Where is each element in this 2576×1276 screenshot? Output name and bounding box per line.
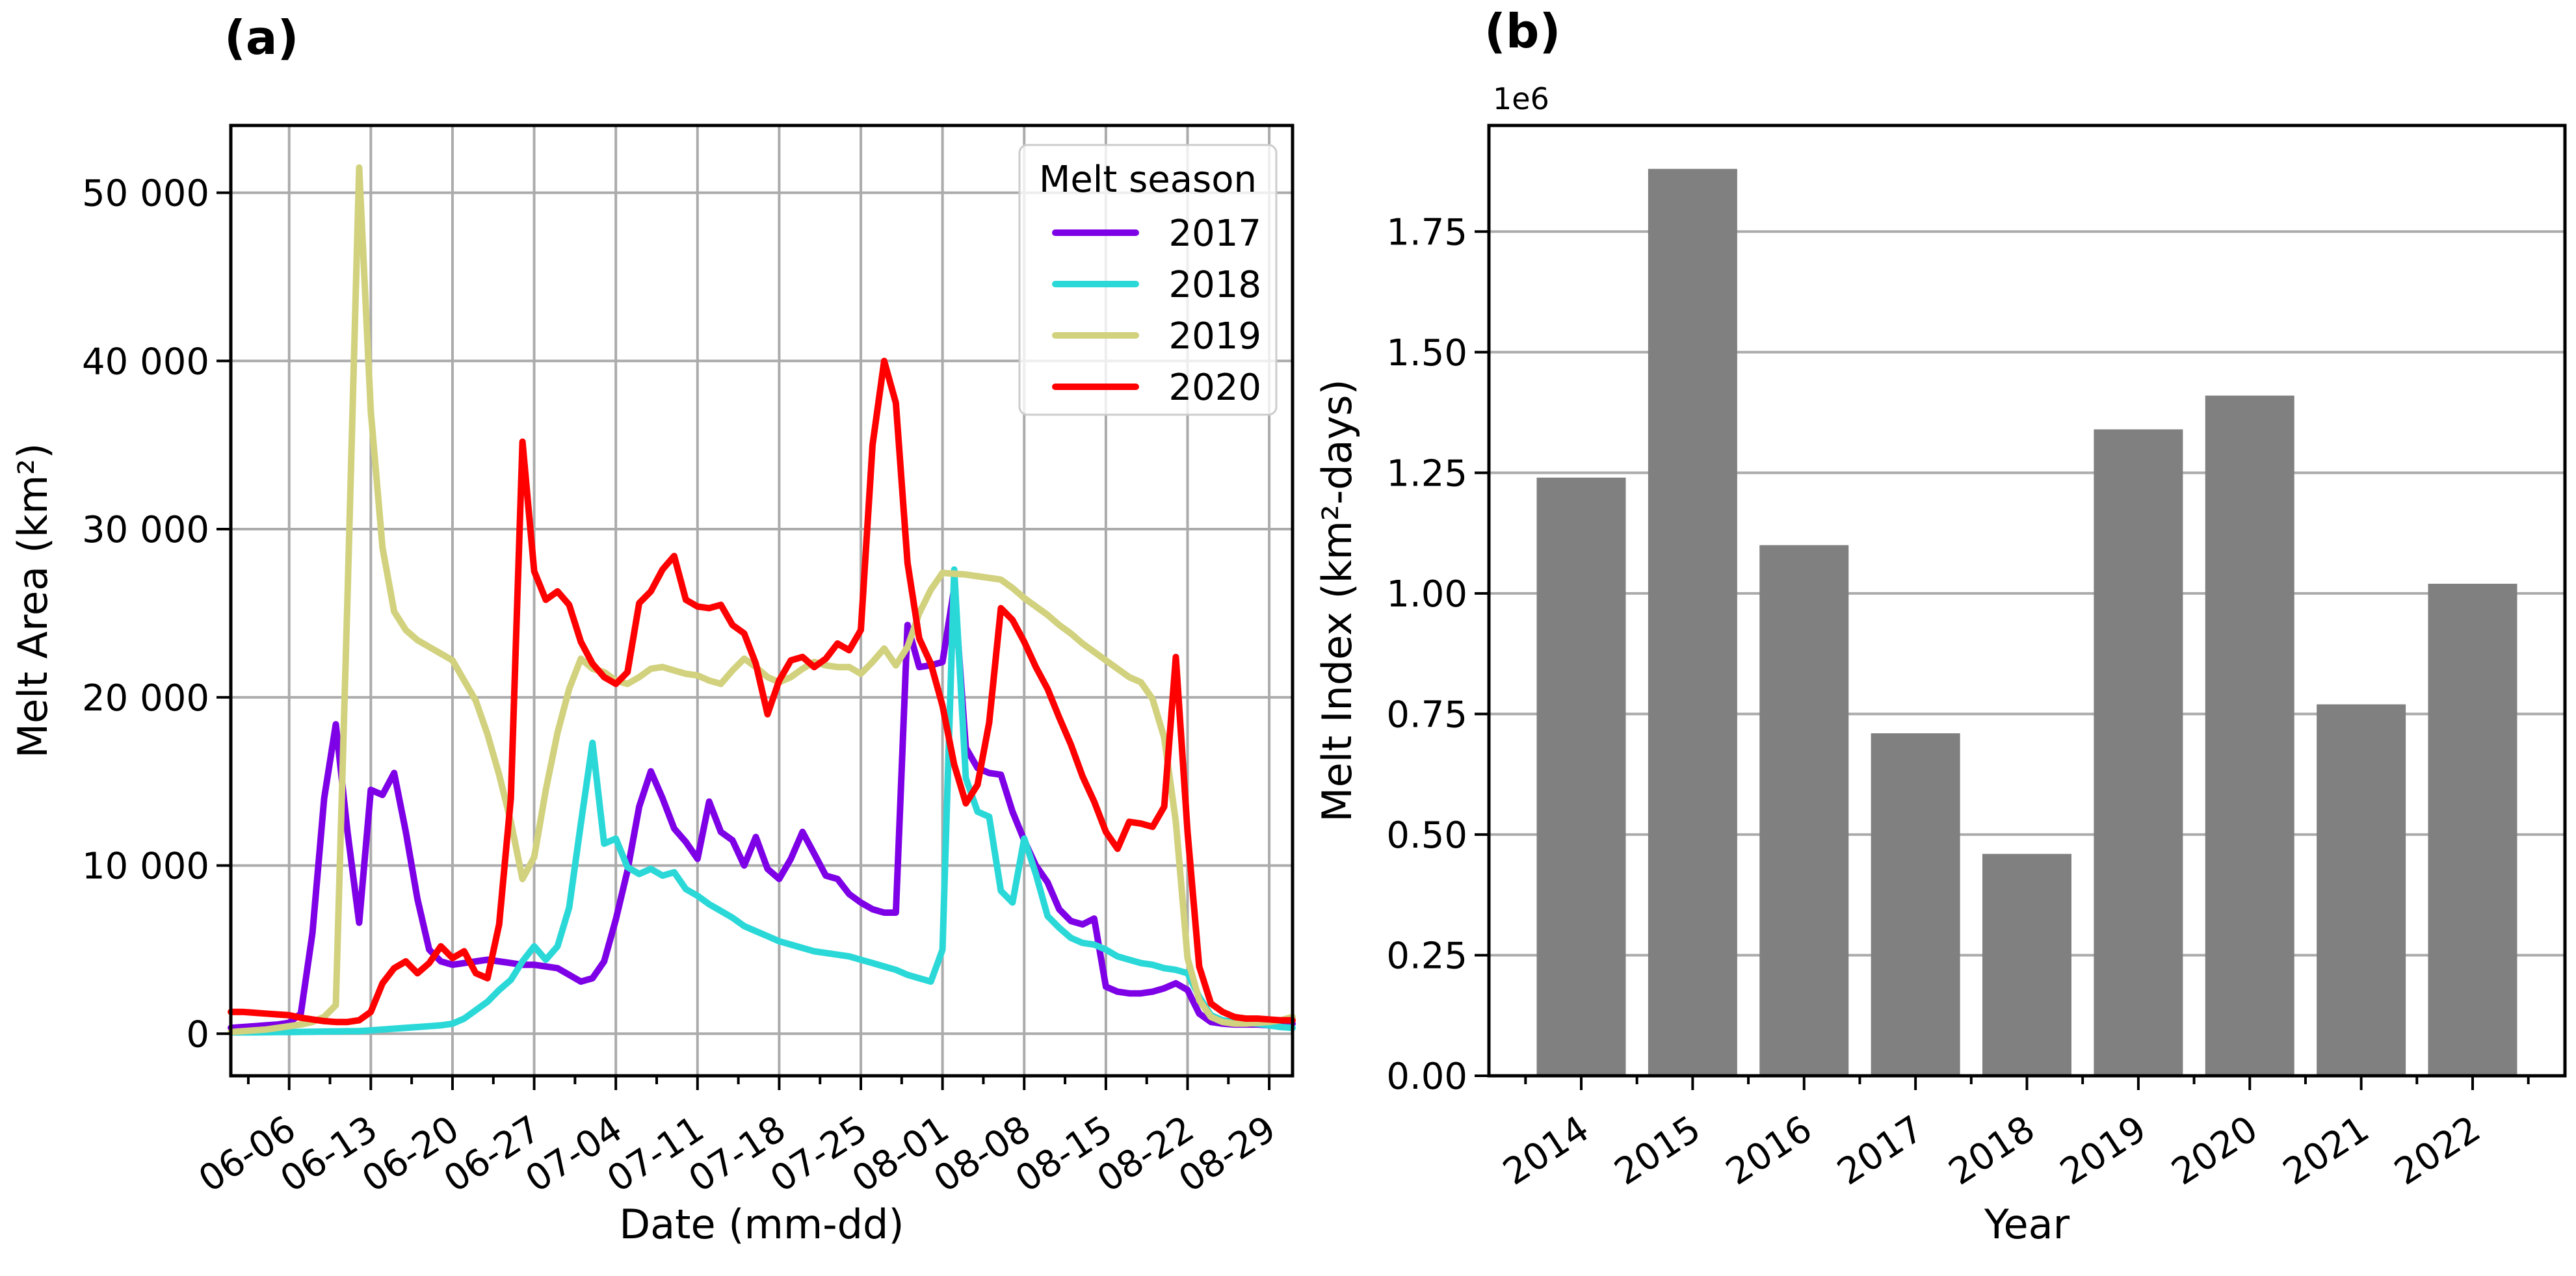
b-y-tick-label: 1.00	[1386, 573, 1467, 616]
panel-b-x-tick-labels: 2014 2015 2016 2017 2018 2019 2020 2021 2022	[1496, 1108, 2488, 1193]
b-x-tick-label: 2014	[1496, 1108, 1597, 1193]
a-x-tick-label: 08-29	[1172, 1108, 1283, 1201]
legend-box	[1018, 144, 1278, 416]
panel-b-tag: (b)	[1484, 4, 1561, 59]
b-x-tick-label: 2018	[1941, 1108, 2042, 1193]
bar-2017	[1871, 733, 1960, 1076]
a-y-tick-label: 30 000	[82, 509, 209, 551]
a-y-tick-label: 50 000	[82, 173, 209, 215]
a-y-tick-label: 40 000	[82, 341, 209, 383]
panel-a-ticks	[217, 191, 1271, 1090]
series-2020-line	[228, 358, 1296, 1026]
bar-2022	[2428, 584, 2517, 1076]
a-y-tick-label: 20 000	[82, 677, 209, 720]
panel-b-axes: 2014 2015 2016 2017 2018 2019 2020 2021 2022 0.00…	[1313, 81, 2567, 1248]
legend: Melt season 2017 2018 2019 2020	[1018, 144, 1278, 416]
series-2019-line	[228, 164, 1296, 1035]
b-axis-offset-text: 1e6	[1493, 81, 1549, 116]
panel-a-ylabel: Melt Area (km²)	[9, 443, 57, 759]
panel-b-xlabel: Year	[1984, 1201, 2070, 1248]
b-x-tick-label: 2022	[2387, 1108, 2488, 1193]
legend-label-2017: 2017	[1168, 213, 1261, 255]
legend-title: Melt season	[1039, 159, 1257, 201]
panel-a-y-tick-labels: 0 10 000 20 000 30 000 40 000 50 000	[82, 173, 209, 1056]
legend-label-2018: 2018	[1168, 264, 1261, 306]
panel-a-x-tick-labels: 06-0606-1306-2006-2707-0407-1107-1807-25…	[191, 1108, 1283, 1201]
panel-a-spines	[229, 124, 1295, 1078]
bar-2018	[1982, 853, 2071, 1076]
panel-b-y-tick-labels: 0.00 0.25 0.50 0.75 1.00 1.25 1.50 1.75	[1386, 211, 1467, 1098]
b-y-tick-label: 1.75	[1386, 211, 1467, 254]
bar-2020	[2205, 395, 2294, 1076]
b-y-tick-label: 0.50	[1386, 814, 1467, 857]
panel-b-bars	[1536, 168, 2517, 1076]
b-y-tick-label: 0.75	[1386, 694, 1467, 736]
b-y-tick-label: 1.50	[1386, 332, 1467, 374]
panel-a-axes: 06-0606-1306-2006-2707-0407-1107-1807-25…	[9, 124, 1296, 1248]
panel-a-tag: (a)	[224, 10, 299, 65]
bar-2016	[1759, 545, 1849, 1076]
b-y-tick-label: 0.25	[1386, 935, 1467, 977]
legend-label-2019: 2019	[1168, 315, 1261, 358]
b-y-tick-label: 0.00	[1386, 1056, 1467, 1098]
bar-2021	[2317, 704, 2406, 1076]
a-y-tick-label: 0	[186, 1013, 209, 1056]
b-x-tick-label: 2020	[2164, 1108, 2265, 1193]
series-2018-line	[228, 566, 1296, 1036]
b-x-tick-label: 2016	[1718, 1108, 1819, 1193]
a-y-tick-label: 10 000	[82, 846, 209, 888]
b-y-tick-label: 1.25	[1386, 452, 1467, 495]
b-x-tick-label: 2015	[1607, 1108, 1708, 1193]
bar-2014	[1536, 477, 1626, 1076]
b-x-tick-label: 2017	[1830, 1108, 1931, 1193]
panel-b-ylabel: Melt Index (km²-days)	[1313, 379, 1361, 822]
panel-a-series	[228, 164, 1296, 1036]
panel-a-xlabel: Date (mm-dd)	[619, 1201, 904, 1248]
bar-2019	[2094, 429, 2183, 1076]
b-x-tick-label: 2019	[2053, 1108, 2154, 1193]
bar-2015	[1648, 168, 1737, 1076]
panel-b-ticks	[1475, 230, 2530, 1090]
legend-label-2020: 2020	[1168, 367, 1261, 409]
b-x-tick-label: 2021	[2276, 1108, 2376, 1193]
series-2017-line	[228, 584, 1296, 1032]
